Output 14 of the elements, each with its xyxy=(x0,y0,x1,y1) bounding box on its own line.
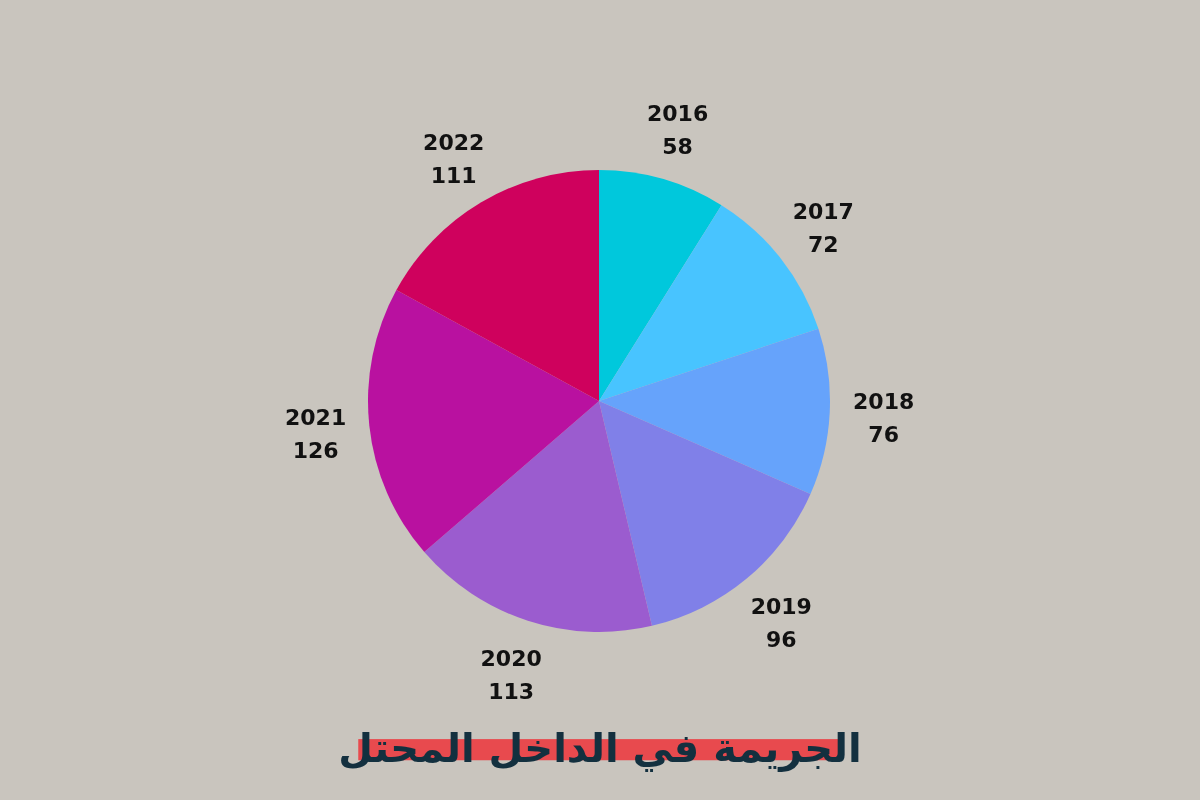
data-label: 111 xyxy=(430,162,477,188)
slice-label: 2018 xyxy=(853,388,915,414)
data-label: 126 xyxy=(292,438,339,464)
slice-label: 2021 xyxy=(284,405,347,431)
data-label: 72 xyxy=(807,232,839,258)
data-label: 113 xyxy=(488,679,535,705)
slice-label: 2022 xyxy=(423,129,485,155)
data-label: 58 xyxy=(662,134,693,160)
data-label: 76 xyxy=(868,421,899,447)
data-label: 96 xyxy=(765,627,797,653)
slice-label: 2016 xyxy=(647,101,709,127)
slice-label: 2017 xyxy=(792,199,854,225)
slice-label: 2019 xyxy=(750,594,812,620)
slice-label: 2020 xyxy=(480,646,542,672)
